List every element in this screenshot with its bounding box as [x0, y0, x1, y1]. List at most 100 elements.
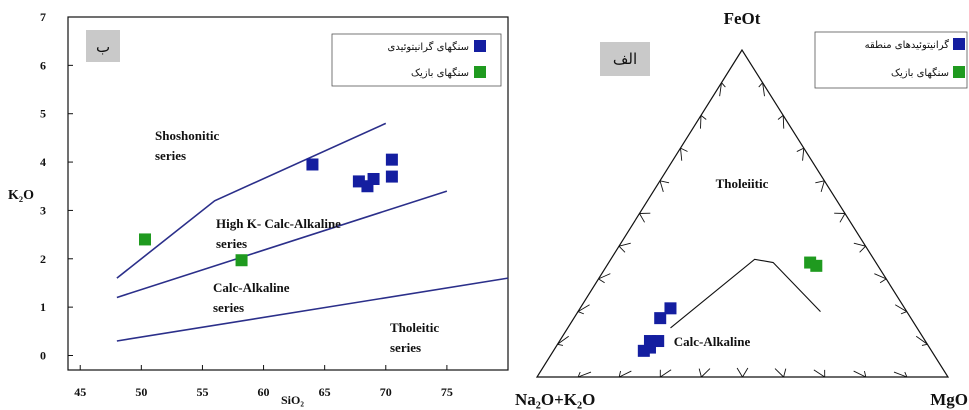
- left-panel-tag: ب: [96, 38, 110, 56]
- field-label-tholeiitic: Tholeiitic: [716, 176, 769, 191]
- ternary-tick: [736, 367, 743, 378]
- left-x-ticks: 45 50 55 60 65 70 75: [74, 365, 453, 399]
- field-label-calc-alkaline-series: series: [213, 300, 244, 315]
- ternary-tick: [900, 311, 907, 315]
- ternary-tick: [660, 369, 672, 378]
- left-y-tick-label: 7: [40, 10, 46, 24]
- ternary-tick: [557, 343, 564, 346]
- left-x-tick-label: 45: [74, 385, 86, 399]
- ternary-tick: [700, 115, 707, 120]
- ternary-data-points: [637, 256, 823, 357]
- left-y-tick-label: 4: [40, 155, 46, 169]
- ternary-tick: [598, 273, 611, 280]
- ternary-tick: [859, 245, 866, 253]
- ternary-tick: [701, 368, 711, 378]
- ternary-point-granitoid: [643, 341, 656, 354]
- data-point-granitoid: [385, 153, 398, 166]
- left-x-tick-label: 50: [135, 385, 147, 399]
- series-boundary-line: [116, 122, 387, 279]
- data-point-basic: [235, 254, 248, 267]
- left-legend-label-granitoid: سنگهای گرانیتوئیدی: [388, 41, 470, 53]
- ternary-point-basic: [810, 259, 823, 272]
- vertex-label-na2o-k2o: Na₂O+K₂O: [515, 390, 595, 409]
- ternary-tick: [813, 369, 825, 378]
- ternary-tick: [721, 82, 726, 88]
- ternary-point-granitoid: [654, 312, 667, 325]
- vertex-label-feot: FeOt: [724, 9, 761, 28]
- left-x-axis-label: SiO₂: [281, 393, 304, 407]
- ternary-tick: [802, 148, 805, 161]
- ternary-tick: [796, 147, 804, 152]
- ternary-tick: [619, 370, 632, 378]
- ternary-tick: [680, 148, 683, 161]
- left-x-tick-label: 75: [441, 385, 453, 399]
- ternary-point-granitoid: [664, 302, 677, 315]
- ternary-tick: [577, 371, 581, 378]
- left-legend-marker-granitoid: [474, 40, 486, 52]
- right-chart: FeOt Na₂O+K₂O MgO Tholeiitic Calc-Alkali…: [515, 9, 968, 409]
- ternary-tick: [680, 147, 688, 152]
- ternary-tick: [815, 180, 825, 184]
- ternary-tick: [700, 115, 702, 129]
- ternary-tick: [894, 304, 908, 312]
- field-label-tholeitic-series: series: [390, 340, 421, 355]
- field-label-ternary-calc-alkaline: Calc-Alkaline: [674, 334, 751, 349]
- right-legend-label-granitoid: گرانیتوئیدهای منطقه: [865, 39, 950, 51]
- left-y-tick-label: 1: [40, 300, 46, 314]
- ternary-tick: [879, 278, 887, 284]
- ternary-tick: [904, 371, 908, 378]
- ternary-tick: [893, 371, 908, 378]
- ternary-boundary-line: [670, 258, 821, 329]
- ternary-ticks: [557, 82, 928, 378]
- ternary-tick: [618, 245, 626, 253]
- left-data-points: [139, 153, 398, 267]
- ternary-tick: [777, 115, 784, 120]
- ternary-tick: [783, 368, 787, 378]
- vertex-label-mgo: MgO: [930, 390, 968, 409]
- field-label-calc-alkaline: Calc-Alkaline: [213, 280, 290, 295]
- data-point-basic: [139, 233, 151, 246]
- data-point-granitoid: [367, 172, 380, 185]
- ternary-tick: [921, 343, 928, 346]
- ternary-tick: [864, 370, 867, 378]
- ternary-tick: [915, 335, 928, 345]
- ternary-tick: [719, 82, 722, 97]
- right-panel-tag: الف: [613, 50, 637, 68]
- field-label-shoshonitic: Shoshonitic: [155, 128, 220, 143]
- left-legend-marker-basic: [474, 66, 486, 78]
- ternary-tick: [659, 180, 664, 193]
- ternary-tick: [557, 335, 569, 345]
- left-x-tick-label: 55: [196, 385, 208, 399]
- left-legend-label-basic: سنگهای بازیک: [411, 67, 469, 79]
- left-plot-frame: [67, 16, 509, 371]
- left-legend: سنگهای گرانیتوئیدی سنگهای بازیک: [331, 33, 502, 87]
- left-x-tick-label: 60: [258, 385, 270, 399]
- ternary-tick: [742, 367, 749, 378]
- series-boundary-line: [116, 277, 509, 342]
- right-legend-marker-basic: [953, 66, 965, 78]
- left-y-tick-label: 6: [40, 58, 46, 72]
- field-label-high-k-series: series: [216, 236, 247, 251]
- left-x-tick-label: 70: [380, 385, 392, 399]
- ternary-tick: [820, 180, 825, 193]
- right-legend-box: [814, 31, 968, 89]
- ternary-tick: [659, 180, 670, 184]
- ternary-tick: [774, 368, 784, 378]
- ternary-tick: [577, 304, 590, 312]
- ternary-tick: [577, 311, 584, 315]
- left-legend-box: [331, 33, 502, 87]
- ternary-tick: [698, 368, 702, 378]
- ternary-tick: [618, 242, 631, 247]
- left-panel-tag-box: [86, 30, 120, 62]
- right-legend: گرانیتوئیدهای منطقه سنگهای بازیک: [814, 31, 968, 89]
- data-point-granitoid: [306, 158, 319, 171]
- series-boundary-line: [116, 190, 448, 299]
- data-point-granitoid: [385, 170, 398, 183]
- ternary-tick: [874, 273, 887, 280]
- left-x-tick-label: 65: [319, 385, 331, 399]
- ternary-tick: [762, 82, 765, 97]
- ternary-tick: [839, 213, 846, 223]
- left-y-tick-label: 2: [40, 252, 46, 266]
